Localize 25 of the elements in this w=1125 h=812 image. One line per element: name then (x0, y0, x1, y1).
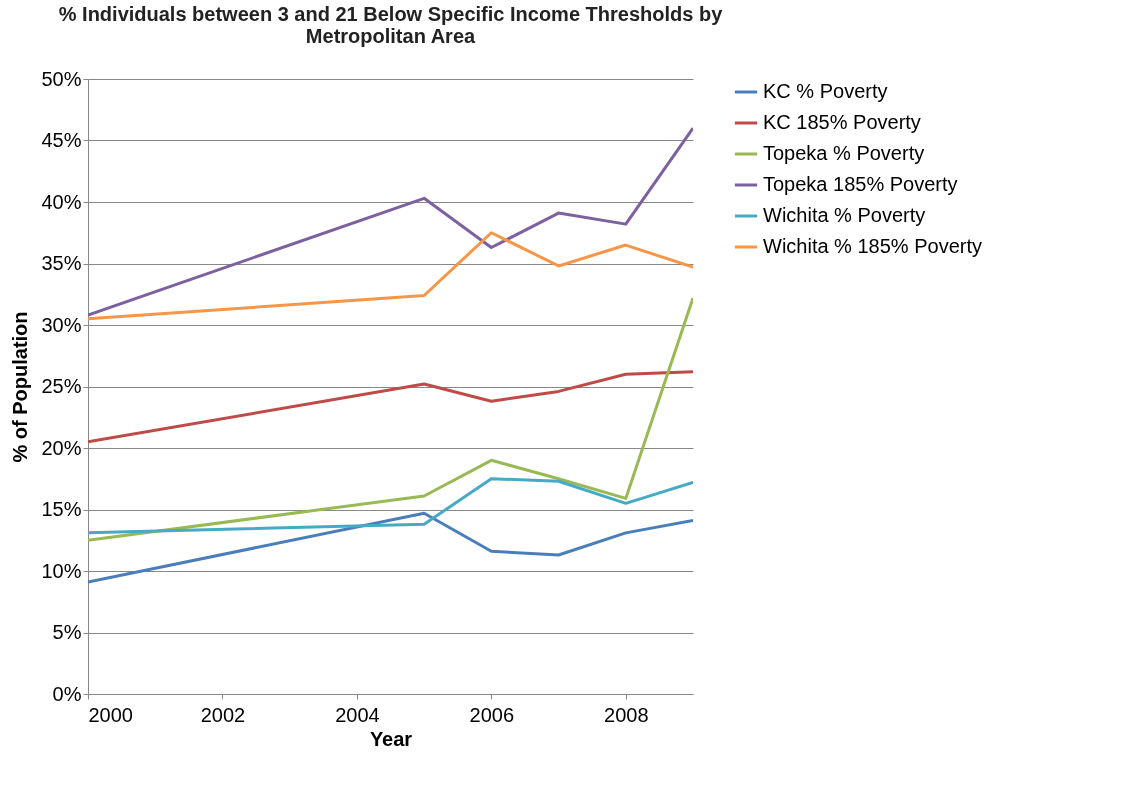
legend-label: Wichita % Poverty (763, 204, 926, 226)
y-tick-label: 0% (52, 682, 82, 705)
y-tick-label: 40% (41, 190, 82, 213)
y-tick-label: 15% (41, 498, 82, 520)
x-axis-title: Year (369, 727, 413, 750)
legend-label: KC 185% Poverty (763, 111, 921, 133)
x-tick-label: 2000 (88, 703, 133, 726)
x-tick-label: 2004 (335, 703, 380, 726)
y-tick-label: 10% (41, 559, 82, 582)
y-axis-title: % of Population (9, 311, 32, 463)
chart-title: % Individuals between 3 and 21 Below Specific Income Thresholds by Metropolitan Area (58, 3, 724, 47)
x-tick-label: 2008 (604, 703, 649, 726)
legend-label: Topeka 185% Poverty (763, 173, 958, 195)
y-tick-label: 50% (41, 67, 82, 90)
y-tick-label: 5% (52, 621, 82, 643)
y-tick-label: 20% (41, 436, 82, 459)
x-tick-label: 2002 (200, 703, 246, 726)
legend-label: Wichita % 185% Poverty (763, 235, 982, 257)
y-tick-label: 30% (41, 313, 82, 336)
y-tick-label: 35% (41, 252, 82, 274)
y-tick-label: 45% (41, 129, 82, 151)
legend-label: Topeka % Poverty (763, 142, 925, 164)
x-tick-label: 2006 (469, 703, 515, 726)
y-tick-label: 25% (41, 375, 82, 397)
legend-label: KC % Poverty (763, 80, 888, 102)
